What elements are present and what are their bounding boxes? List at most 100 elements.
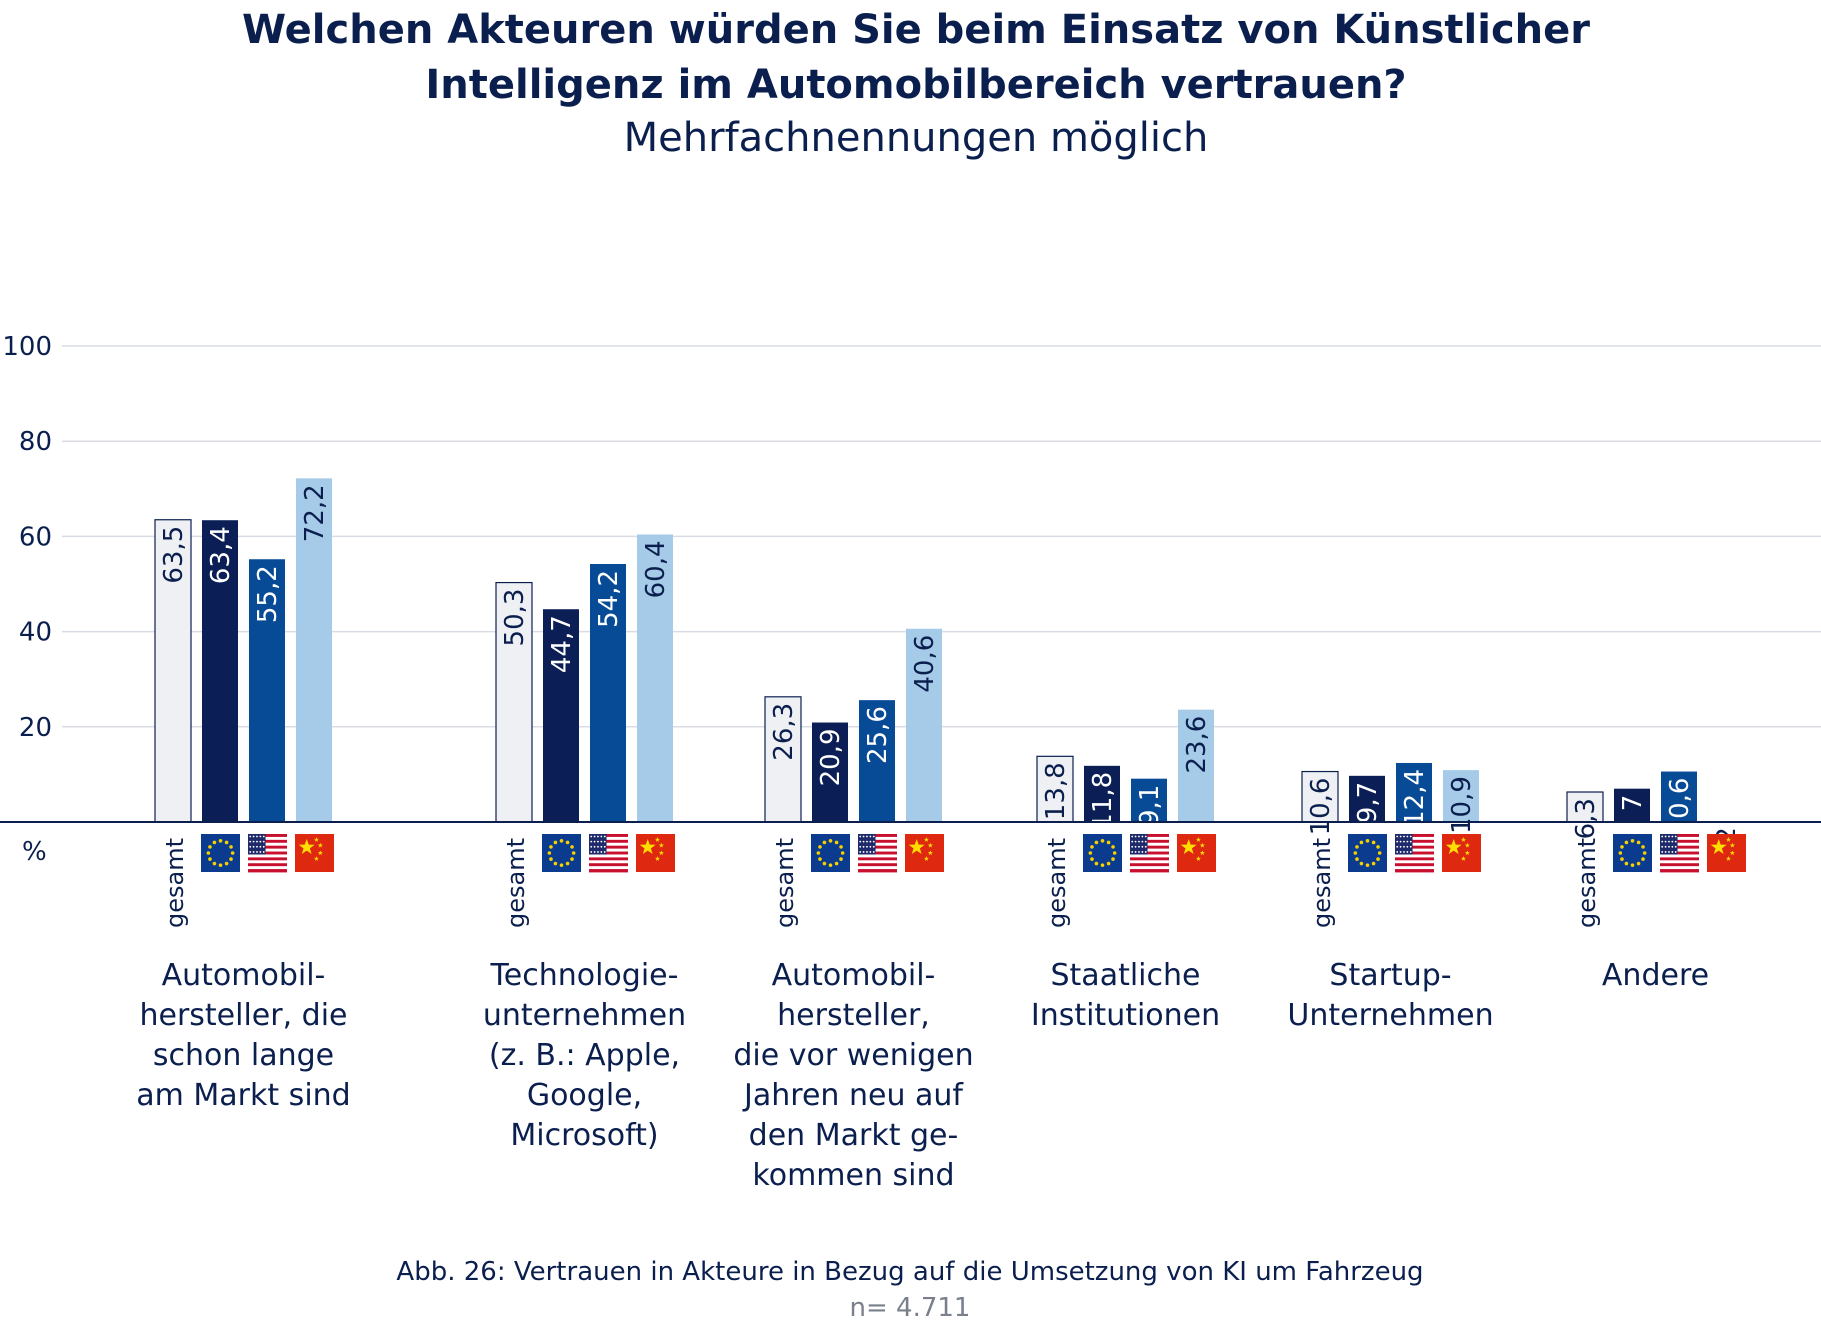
us-flag-icon xyxy=(1130,834,1169,873)
category-label: Startup- Unternehmen xyxy=(1287,958,1493,1033)
bar-us-flag xyxy=(1661,771,1697,822)
category-label-line: Automobil- xyxy=(772,958,936,993)
us-flag-icon xyxy=(1660,834,1699,873)
category-label-line: Microsoft) xyxy=(510,1118,658,1153)
bar-value-label: 26,3 xyxy=(769,703,799,761)
gridlines xyxy=(62,345,1821,728)
gesamt-label: gesamt xyxy=(771,838,799,928)
group-legends: gesamt gesamt gesamt gesamt gesamt gesamt xyxy=(161,834,1746,928)
bars: 63,5 50,3 26,3 13,8 10,6 6,3 63,4 44,7 20,9 11,8 9… xyxy=(154,478,1744,868)
bar-us-flag xyxy=(859,700,895,822)
y-tick-label: 40 xyxy=(19,618,52,648)
group-legend: gesamt xyxy=(1573,834,1746,928)
category-label-line: Startup- xyxy=(1329,958,1451,993)
bar-value-label: 54,2 xyxy=(594,570,624,628)
bar-eu-flag xyxy=(812,722,848,822)
category-label-line: den Markt ge- xyxy=(749,1118,959,1153)
bar-value-label: 50,3 xyxy=(500,589,530,647)
group-legend: gesamt xyxy=(161,834,334,928)
gesamt-label: gesamt xyxy=(502,838,530,928)
bar-value-label: 9,1 xyxy=(1135,785,1165,826)
bar-eu-flag xyxy=(1614,788,1650,822)
bar-china-flag xyxy=(296,478,332,822)
category-label-line: hersteller, xyxy=(777,998,930,1033)
us-flag-icon xyxy=(589,834,628,873)
us-flag-icon xyxy=(248,834,287,873)
bar-value-label: 20,9 xyxy=(816,729,846,787)
eu-flag-icon xyxy=(1348,834,1387,872)
chart-title-line: Intelligenz im Automobilbereich vertraue… xyxy=(425,62,1406,108)
category-label-line: Andere xyxy=(1602,958,1709,993)
china-flag-icon xyxy=(1177,834,1216,872)
eu-flag-icon xyxy=(811,834,850,872)
y-tick-label: 100 xyxy=(2,332,52,362)
bar-value-label: 25,6 xyxy=(863,706,893,764)
bar-gesamt xyxy=(1301,770,1339,823)
eu-flag-icon xyxy=(201,834,240,872)
chart-title-line: Welchen Akteuren würden Sie beim Einsatz… xyxy=(242,7,1590,53)
group-legend: gesamt xyxy=(1043,834,1216,928)
category-label: Automobil-hersteller, die schon lange am M… xyxy=(136,958,350,1113)
category-label-line: Jahren neu auf xyxy=(742,1078,964,1113)
gesamt-label: gesamt xyxy=(1043,838,1071,928)
category-label: Andere xyxy=(1602,958,1709,993)
us-flag-icon xyxy=(1395,834,1434,873)
bar-eu-flag xyxy=(1349,775,1385,822)
category-labels: Automobil-hersteller, die schon lange am M… xyxy=(136,958,1709,1193)
china-flag-icon xyxy=(1707,834,1746,872)
bar-value-label: 60,4 xyxy=(641,540,671,598)
us-flag-icon xyxy=(858,834,897,873)
category-label-line: Unternehmen xyxy=(1287,998,1493,1033)
bar-eu-flag xyxy=(543,609,579,822)
bar-value-label: 11,8 xyxy=(1088,772,1118,830)
bar-value-label: 10,6 xyxy=(1306,778,1336,836)
category-label-line: Institutionen xyxy=(1031,998,1220,1033)
bar-us-flag xyxy=(249,559,285,822)
bar-china-flag xyxy=(906,628,942,822)
bar-value-label: 9,7 xyxy=(1353,782,1383,823)
bar-gesamt xyxy=(764,696,802,823)
eu-flag-icon xyxy=(542,834,581,872)
bar-value-label: 55,2 xyxy=(253,565,283,623)
china-flag-icon xyxy=(636,834,675,872)
bar-value-label: 44,7 xyxy=(547,615,577,673)
chart-title: Welchen Akteuren würden Sie beim Einsatz… xyxy=(242,7,1590,108)
bar-china-flag xyxy=(1443,770,1479,822)
y-tick-label: 60 xyxy=(19,522,52,552)
category-label-line: am Markt sind xyxy=(136,1078,350,1113)
category-label: Automobil-hersteller, die vor wenigen Jahr… xyxy=(733,958,973,1193)
category-label-line: Automobil- xyxy=(162,958,326,993)
eu-flag-icon xyxy=(1083,834,1122,872)
y-axis-ticks: 20 40 60 80 100 xyxy=(2,332,52,743)
bar-value-label: 7 xyxy=(1618,795,1648,812)
gesamt-label: gesamt xyxy=(161,838,189,928)
category-label-line: unternehmen xyxy=(483,998,686,1033)
category-label-line: Technologie- xyxy=(490,958,679,993)
bar-eu-flag xyxy=(202,520,238,822)
sample-size: n= 4.711 xyxy=(850,1293,971,1323)
gesamt-label: gesamt xyxy=(1308,838,1336,928)
bar-us-flag xyxy=(590,564,626,822)
bar-value-label: 10,9 xyxy=(1447,776,1477,834)
bar-value-label: 13,8 xyxy=(1041,762,1071,820)
group-legend: gesamt xyxy=(1308,834,1481,928)
bar-gesamt xyxy=(1036,755,1074,823)
category-label: Staatliche Institutionen xyxy=(1031,958,1220,1033)
china-flag-icon xyxy=(1442,834,1481,872)
china-flag-icon xyxy=(905,834,944,872)
chart-subtitle: Mehrfachnennungen möglich xyxy=(624,115,1209,161)
gesamt-label: gesamt xyxy=(1573,838,1601,928)
bar-eu-flag xyxy=(1084,765,1120,822)
y-tick-label: 80 xyxy=(19,427,52,457)
group-legend: gesamt xyxy=(502,834,675,928)
category-label-line: (z. B.: Apple, xyxy=(489,1038,680,1073)
bar-value-label: 10,6 xyxy=(1665,778,1695,836)
category-label-line: Staatliche xyxy=(1051,958,1201,993)
category-label-line: hersteller, die xyxy=(139,998,347,1033)
category-label-line: die vor wenigen xyxy=(733,1038,973,1073)
category-label-line: schon lange xyxy=(153,1038,334,1073)
bar-value-label: 6,3 xyxy=(1571,798,1601,839)
bar-us-flag xyxy=(1131,778,1167,822)
bar-value-label: 23,6 xyxy=(1182,716,1212,774)
